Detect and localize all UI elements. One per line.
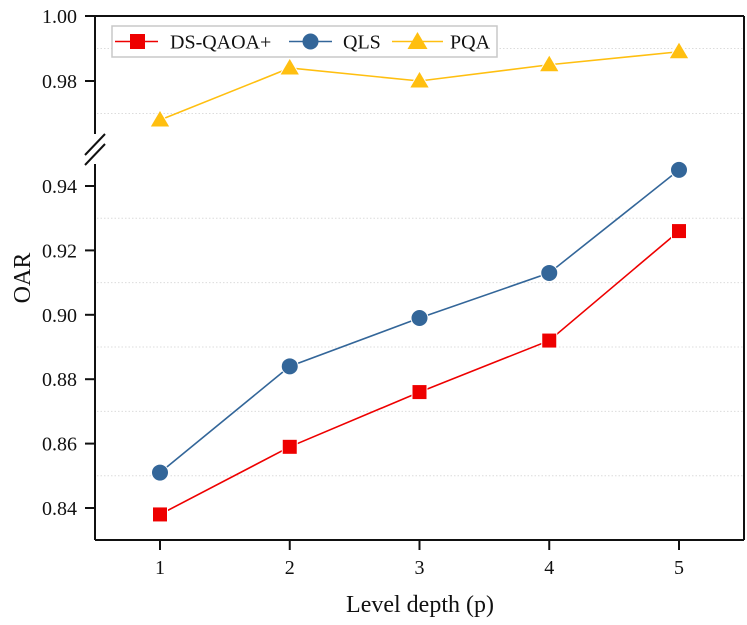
series-ds-qaoa xyxy=(152,223,687,523)
circle-marker-icon xyxy=(280,357,299,376)
y-tick-label: 0.98 xyxy=(42,71,77,93)
axes xyxy=(84,15,745,541)
axis-break-icon xyxy=(84,133,106,166)
square-marker-icon xyxy=(130,34,145,49)
legend: DS-QAOA+ QLS PQA xyxy=(111,25,498,58)
square-marker-icon xyxy=(411,384,428,401)
triangle-marker-icon xyxy=(149,109,171,128)
x-ticks: 1 2 3 4 5 xyxy=(155,540,684,579)
y-axis-title: OAR xyxy=(10,253,36,304)
series-line xyxy=(159,230,680,516)
square-marker-icon xyxy=(152,506,168,523)
triangle-marker-icon xyxy=(407,32,428,49)
x-tick-label: 1 xyxy=(155,557,165,579)
square-marker-icon xyxy=(671,223,687,240)
y-tick-label: 0.94 xyxy=(42,176,77,198)
series-qls xyxy=(151,160,688,482)
triangle-marker-icon xyxy=(668,40,690,60)
gridlines xyxy=(97,48,743,477)
legend-label-pqa: PQA xyxy=(450,32,491,54)
y-ticks: 1.00 0.98 0.94 0.92 0.90 0.88 0.86 0.84 xyxy=(42,6,95,520)
circle-marker-icon xyxy=(540,263,559,282)
triangle-marker-icon xyxy=(538,53,561,73)
legend-label-qls: QLS xyxy=(343,32,381,54)
legend-label-ds-qaoa: DS-QAOA+ xyxy=(170,32,271,54)
circle-marker-icon xyxy=(410,309,429,328)
triangle-marker-icon xyxy=(278,57,301,76)
y-tick-label: 0.86 xyxy=(42,434,77,456)
square-marker-icon xyxy=(281,438,298,455)
circle-marker-icon xyxy=(151,463,169,482)
series-pqa xyxy=(149,40,690,128)
x-tick-label: 2 xyxy=(285,557,295,579)
x-tick-label: 3 xyxy=(415,557,425,579)
y-tick-label: 0.90 xyxy=(42,305,77,327)
x-axis-title: Level depth (p) xyxy=(346,592,494,618)
square-marker-icon xyxy=(541,332,558,349)
y-tick-label: 0.88 xyxy=(42,369,77,391)
series-layer xyxy=(149,40,690,523)
triangle-marker-icon xyxy=(408,70,431,89)
y-tick-label: 0.92 xyxy=(42,240,77,262)
y-tick-label: 1.00 xyxy=(42,6,77,28)
x-tick-label: 4 xyxy=(544,557,554,579)
circle-marker-icon xyxy=(302,33,319,50)
x-tick-label: 5 xyxy=(674,557,684,579)
circle-marker-icon xyxy=(670,160,688,179)
y-tick-label: 0.84 xyxy=(42,498,77,520)
